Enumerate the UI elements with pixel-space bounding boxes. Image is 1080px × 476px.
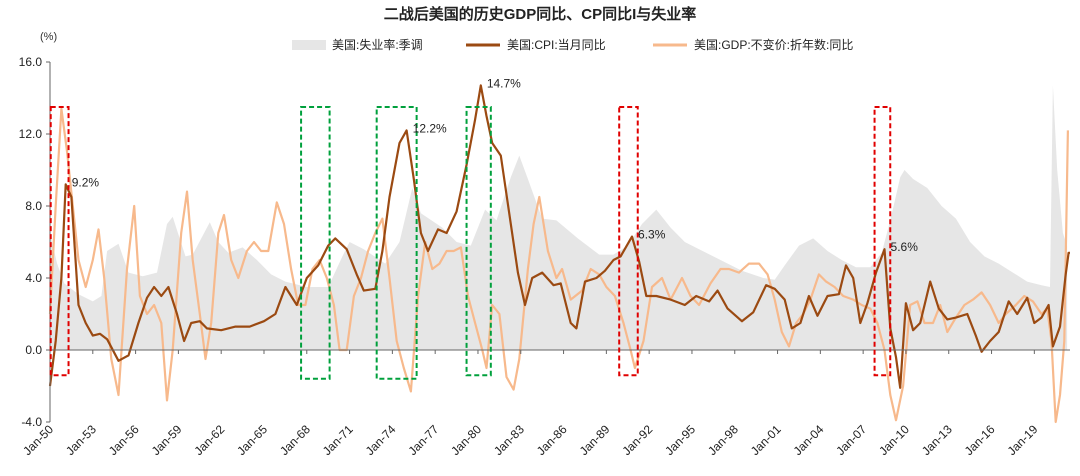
x-tick-label: Jan-77 [405,422,441,458]
x-tick-label: Jan-89 [577,422,613,458]
y-tick-label: 12.0 [19,127,43,141]
legend-item-cpi: 美国:CPI:当月同比 [466,38,606,52]
x-tick-label: Jan-59 [149,422,185,458]
x-tick-label: Jan-53 [63,422,99,458]
highlight-box-green [300,106,331,380]
legend-item-unemployment: 美国:失业率:季调 [292,37,423,52]
x-tick-label: Jan-98 [705,422,741,458]
chart-title: 二战后美国的历史GDP同比、CP同比I与失业率 [384,5,697,23]
legend-label-unemployment: 美国:失业率:季调 [332,37,423,52]
highlight-box-red [49,106,70,377]
y-tick-label: -4.0 [21,415,42,429]
x-tick-label: Jan-04 [791,422,827,458]
data-label: 9.2% [72,175,100,189]
y-tick-label: 8.0 [25,199,42,213]
data-label: 5.6% [891,240,919,254]
x-tick-label: Jan-13 [919,422,955,458]
y-tick-label: 4.0 [25,271,42,285]
highlight-box-red [873,106,892,377]
highlight-box-green [375,106,418,380]
x-tick-label: Jan-10 [876,422,912,458]
x-tick-label: Jan-16 [962,422,998,458]
highlight-box-red [618,106,639,377]
highlight-box-green [465,106,492,377]
data-label: 6.3% [638,228,666,242]
x-tick-label: Jan-01 [748,422,784,458]
y-tick-label: 16.0 [19,55,43,69]
legend-swatch-unemployment [292,40,326,50]
data-label: 14.7% [487,76,521,90]
series-line-cpi [48,84,1070,389]
x-tick-label: Jan-56 [106,422,142,458]
x-tick-label: Jan-68 [277,422,313,458]
x-tick-label: Jan-71 [320,422,356,458]
x-tick-label: Jan-62 [191,422,227,458]
data-label: 12.2% [413,121,447,135]
x-tick-label: Jan-74 [363,422,399,458]
y-unit-label: (%) [40,31,57,43]
legend-item-gdp: 美国:GDP:不变价:折年数:同比 [653,37,853,52]
x-tick-label: Jan-92 [619,422,655,458]
x-tick-label: Jan-07 [833,422,869,458]
x-tick-label: Jan-86 [534,422,570,458]
legend-label-cpi: 美国:CPI:当月同比 [507,38,606,52]
x-tick-label: Jan-19 [1005,422,1041,458]
legend-label-gdp: 美国:GDP:不变价:折年数:同比 [694,37,853,52]
x-tick-label: Jan-83 [491,422,527,458]
legend: 美国:失业率:季调 美国:CPI:当月同比 美国:GDP:不变价:折年数:同比 [292,37,853,52]
x-tick-label: Jan-95 [662,422,698,458]
x-tick-label: Jan-65 [234,422,270,458]
x-tick-label: Jan-80 [448,422,484,458]
y-tick-label: 0.0 [25,343,42,357]
series-area-unemployment [50,85,1068,351]
